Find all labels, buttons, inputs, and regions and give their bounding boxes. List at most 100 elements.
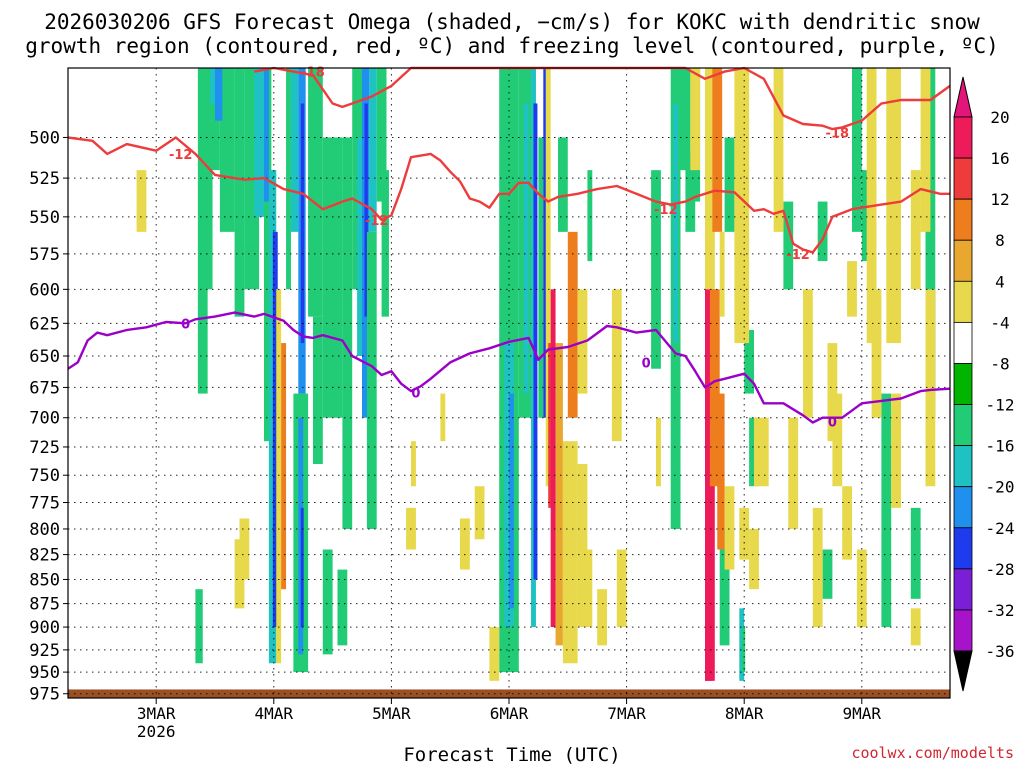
omega-cell-65 — [861, 170, 872, 262]
omega-cell-110 — [832, 393, 843, 487]
y-tick-label-700: 700 — [29, 409, 60, 429]
contour-label-2-1: 0 — [411, 386, 420, 401]
colorbar-label-12: -32 — [986, 601, 1015, 620]
x-tick-label-3: 6MAR — [490, 704, 529, 723]
colorbar-label-2: 12 — [990, 190, 1009, 209]
omega-cell-71 — [545, 68, 551, 487]
omega-cell-73 — [550, 289, 556, 628]
omega-cell-111 — [842, 486, 852, 560]
omega-cell-69 — [910, 507, 921, 599]
omega-cell-22 — [322, 137, 343, 418]
colorbar-label-5: -4 — [990, 313, 1009, 332]
y-tick-label-975: 975 — [29, 685, 60, 705]
colorbar-label-0: 20 — [990, 108, 1009, 127]
omega-cell-43 — [533, 103, 538, 580]
omega-cell-7 — [264, 68, 272, 442]
colorbar-swatch-4 — [953, 280, 973, 323]
omega-cell-39 — [509, 393, 514, 609]
contour-label-1-0: -18 — [301, 66, 325, 81]
omega-cell-35 — [210, 68, 215, 104]
omega-cell-75 — [562, 441, 578, 664]
x-tick-label-2: 5MAR — [372, 704, 411, 723]
omega-cell-6 — [254, 68, 264, 217]
colorbar-label-4: 4 — [995, 272, 1005, 291]
omega-cell-107 — [803, 289, 813, 418]
colorbar-label-1: 16 — [990, 149, 1009, 168]
colorbar-label-7: -12 — [986, 396, 1015, 415]
chart-title-line-1: 2026030206 GFS Forecast Omega (shaded, −… — [44, 10, 980, 34]
omega-cell-103 — [749, 528, 759, 590]
y-tick-label-600: 600 — [29, 280, 60, 300]
y-tick-label-925: 925 — [29, 641, 60, 661]
omega-cell-16 — [300, 103, 305, 344]
omega-cell-51 — [673, 103, 679, 344]
colorbar-swatch-6 — [953, 363, 973, 405]
omega-cell-100 — [724, 486, 735, 570]
omega-cell-8 — [264, 68, 269, 202]
contour-label-0-1: -12 — [365, 214, 389, 229]
omega-cell-97 — [712, 68, 723, 232]
y-tick-label-525: 525 — [29, 169, 60, 189]
x-tick-label-1: 4MAR — [255, 704, 294, 723]
omega-cell-77 — [567, 231, 578, 418]
omega-cell-48 — [587, 170, 593, 262]
omega-cell-9 — [268, 170, 277, 664]
omega-cell-102 — [739, 507, 750, 560]
y-tick-label-725: 725 — [29, 438, 60, 458]
omega-cell-14 — [290, 68, 299, 232]
omega-cell-46 — [558, 137, 568, 232]
omega-cell-33 — [337, 569, 348, 646]
omega-cell-32 — [322, 549, 333, 655]
omega-cell-121 — [910, 608, 921, 646]
omega-cell-83 — [656, 417, 661, 487]
omega-cell-59 — [741, 627, 746, 673]
omega-cell-3 — [219, 68, 235, 232]
omega-cell-117 — [891, 393, 901, 508]
y-tick-label-900: 900 — [29, 618, 60, 638]
y-tick-label-800: 800 — [29, 520, 60, 540]
omega-cell-60 — [719, 528, 730, 646]
omega-cell-66 — [925, 68, 936, 418]
omega-cell-88 — [474, 486, 485, 540]
omega-cell-56 — [744, 329, 754, 394]
omega-cell-113 — [856, 549, 867, 628]
x-tick-label-4: 7MAR — [607, 704, 646, 723]
y-tick-label-500: 500 — [29, 128, 60, 148]
omega-cell-64 — [852, 68, 862, 232]
x-tick-sublabel-0: 2026 — [137, 722, 176, 741]
y-tick-label-625: 625 — [29, 314, 60, 334]
colorbar-swatch-12 — [953, 609, 973, 652]
contour-label-0-3: -12 — [786, 248, 810, 263]
omega-cell-27 — [364, 103, 368, 317]
omega-cell-29 — [366, 231, 377, 529]
colorbar-label-8: -16 — [986, 437, 1015, 456]
omega-cell-118 — [910, 170, 921, 290]
colorbar-top-arrow — [953, 76, 973, 118]
omega-cell-82 — [611, 289, 622, 442]
contour-layer: -12 -12 -12 -12 -18 -18 0 0 0 0 — [67, 66, 951, 430]
omega-cell-49 — [651, 170, 661, 369]
omega-cell-55 — [724, 137, 735, 232]
y-axis: 500 525 550 575 600 625 650 675 700 725 750 775 800 8… — [29, 128, 68, 705]
contour-label-2-3: 0 — [828, 415, 837, 430]
contour-line-2 — [67, 311, 951, 424]
omega-cell-109 — [827, 343, 838, 442]
omega-cell-13 — [286, 68, 291, 290]
colorbar-swatch-10 — [953, 527, 973, 570]
y-tick-label-750: 750 — [29, 466, 60, 486]
omega-cell-87 — [460, 518, 470, 570]
omega-cell-99 — [717, 393, 725, 550]
omega-cell-93 — [705, 68, 715, 290]
colorbar-bottom-arrow — [953, 650, 973, 692]
terrain-fill — [68, 689, 950, 698]
omega-cell-106 — [788, 417, 799, 529]
omega-cell-80 — [597, 589, 607, 646]
omega-cell-96 — [709, 289, 720, 487]
omega-cell-20 — [308, 68, 323, 317]
omega-cell-105 — [773, 68, 784, 232]
x-axis-title: Forecast Time (UTC) — [403, 744, 621, 766]
omega-cell-62 — [817, 201, 828, 262]
omega-cell-28 — [369, 68, 377, 232]
colorbar-swatch-3 — [953, 239, 973, 282]
omega-cell-19 — [300, 507, 304, 628]
